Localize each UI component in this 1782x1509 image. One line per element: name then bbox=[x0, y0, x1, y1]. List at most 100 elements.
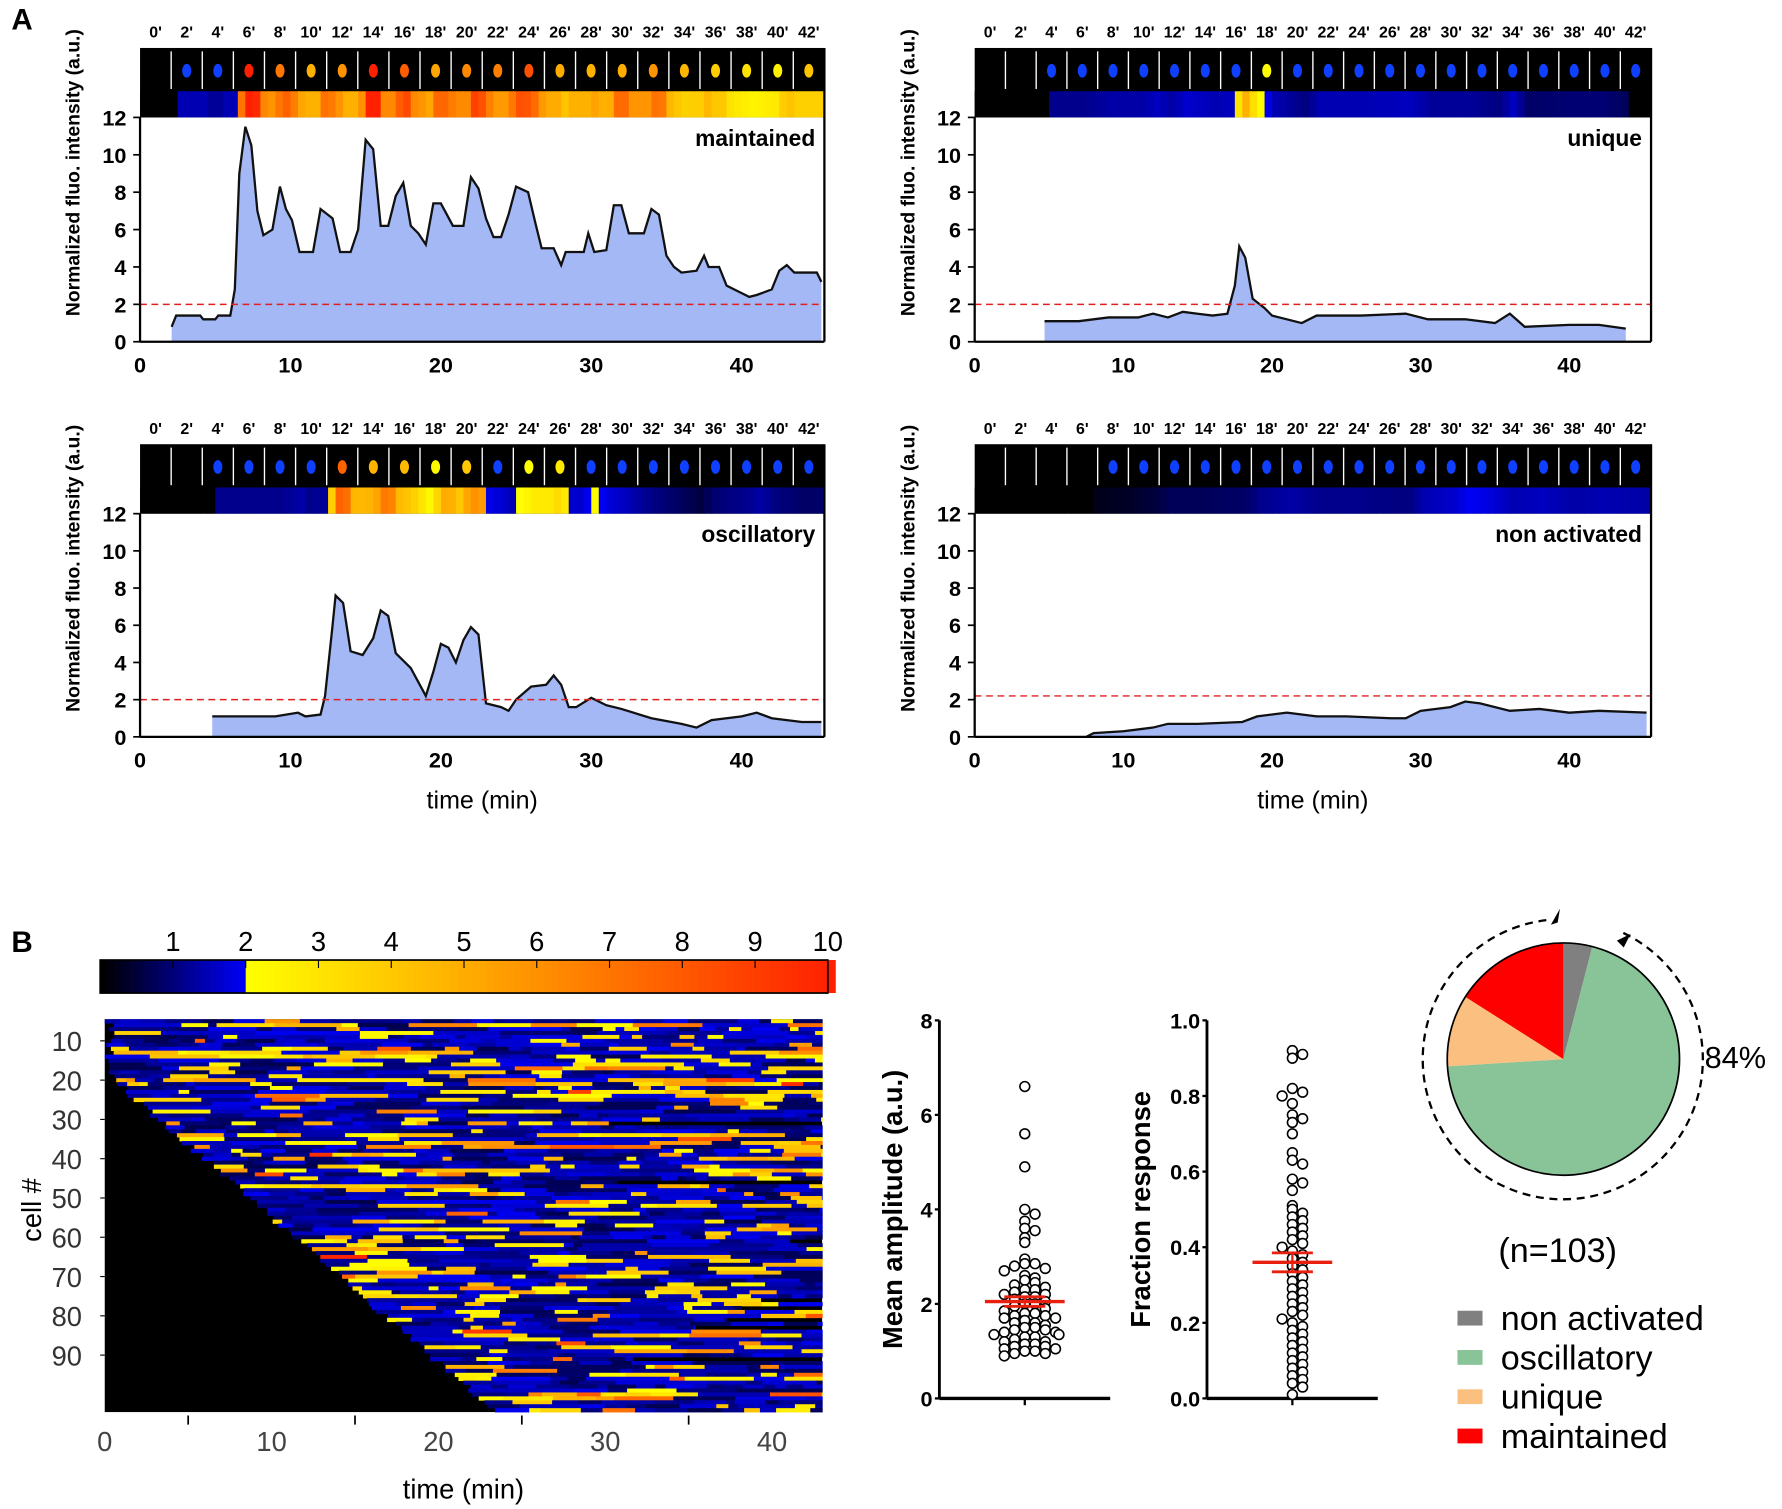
heatmap-cell bbox=[479, 1294, 520, 1299]
heatmap-cell bbox=[274, 1023, 343, 1028]
heatmap-cell bbox=[784, 1368, 823, 1374]
heatmap-cell bbox=[533, 1313, 594, 1319]
cell-image bbox=[306, 63, 316, 78]
intensity-bar-segment bbox=[598, 487, 607, 514]
frame-time-label: 38' bbox=[1563, 421, 1585, 438]
data-point bbox=[1296, 1177, 1309, 1189]
colorbar-segment bbox=[660, 960, 669, 994]
heatmap-cell bbox=[809, 1184, 823, 1189]
intensity-bar-segment bbox=[1442, 91, 1452, 118]
heatmap-cell bbox=[431, 1058, 458, 1063]
y-tick-label: 4 bbox=[949, 255, 961, 280]
heatmap-cell bbox=[500, 1223, 532, 1228]
cell-image bbox=[1385, 460, 1395, 474]
heatmap-cell bbox=[627, 1388, 678, 1393]
intensity-bar-segment bbox=[696, 91, 705, 118]
heatmap-cell bbox=[426, 1266, 447, 1271]
heatmap-cell bbox=[463, 1317, 475, 1323]
colorbar-segment bbox=[500, 960, 509, 994]
heatmap-cell bbox=[330, 1101, 355, 1107]
heatmap-cell bbox=[425, 1027, 459, 1032]
intensity-bar-segment bbox=[1123, 487, 1132, 514]
heatmap-cell bbox=[462, 1329, 513, 1334]
x-tick-label: 10 bbox=[278, 352, 302, 377]
heatmap-cell bbox=[504, 1364, 514, 1370]
heatmap-cell bbox=[470, 1058, 497, 1063]
colorbar-segment bbox=[805, 960, 814, 994]
heatmap-cell bbox=[563, 1156, 590, 1162]
heatmap-cell bbox=[530, 1223, 556, 1228]
heatmap-cell bbox=[555, 1207, 573, 1213]
heatmap-cell bbox=[407, 1258, 440, 1264]
heatmap-cell bbox=[288, 1129, 321, 1134]
colorbar-segment bbox=[151, 960, 160, 994]
data-point bbox=[1286, 1305, 1299, 1318]
heatmap-cell bbox=[333, 1070, 366, 1075]
heatmap-cell bbox=[806, 1034, 823, 1040]
heatmap-cell bbox=[639, 1313, 700, 1319]
heatmap-cell bbox=[678, 1372, 706, 1378]
heatmap-cell bbox=[279, 1113, 304, 1118]
colorbar-segment bbox=[143, 960, 152, 994]
data-point bbox=[1039, 1324, 1051, 1336]
heatmap-cell bbox=[616, 1239, 648, 1244]
heatmap-cell bbox=[767, 1156, 796, 1162]
heatmap-cell bbox=[367, 1247, 422, 1252]
heatmap-cell bbox=[520, 1251, 559, 1256]
colorbar-segment bbox=[536, 960, 545, 994]
heatmap-cell bbox=[670, 1101, 711, 1107]
heatmap-cell bbox=[348, 1086, 385, 1091]
heatmap-cell bbox=[755, 1211, 777, 1216]
heatmap-cell bbox=[694, 1400, 727, 1405]
heatmap-cell bbox=[792, 1345, 823, 1350]
heatmap-cell bbox=[444, 1046, 460, 1052]
heatmap-cell bbox=[802, 1168, 823, 1173]
heatmap-cell bbox=[549, 1325, 576, 1330]
heatmap-cell bbox=[715, 1129, 729, 1134]
heatmap-cell bbox=[607, 1309, 677, 1315]
y-tick-label: 12 bbox=[102, 105, 126, 130]
heatmap-cell bbox=[430, 1357, 462, 1362]
heatmap-cell bbox=[453, 1019, 472, 1024]
heatmap-cell bbox=[314, 1223, 330, 1228]
heatmap-cell bbox=[782, 1152, 822, 1158]
heatmap-cell bbox=[286, 1066, 302, 1071]
intensity-bar-segment bbox=[207, 487, 216, 514]
heatmap-cell bbox=[148, 1074, 171, 1079]
intensity-bar-segment bbox=[1011, 487, 1020, 514]
frame-time-label: 24' bbox=[1348, 25, 1370, 42]
heatmap-cell bbox=[428, 1286, 440, 1291]
intensity-bar-segment bbox=[576, 487, 585, 514]
heatmap-cell bbox=[740, 1141, 779, 1146]
data-point bbox=[1039, 1310, 1051, 1322]
heatmap-cell bbox=[361, 1078, 425, 1083]
frame-time-label: 0' bbox=[149, 25, 162, 42]
heatmap-cell bbox=[575, 1038, 606, 1044]
data-point bbox=[1039, 1262, 1051, 1275]
heatmap-cell bbox=[476, 1196, 496, 1201]
heatmap-cell bbox=[648, 1176, 662, 1181]
heatmap-cell bbox=[376, 1309, 444, 1315]
intensity-bar-segment bbox=[230, 487, 239, 514]
heatmap-cell bbox=[247, 1156, 274, 1162]
heatmap-cell bbox=[590, 1278, 613, 1283]
y-tick-label: 20 bbox=[52, 1065, 82, 1096]
heatmap-cell bbox=[625, 1392, 652, 1397]
heatmap-cell bbox=[144, 1062, 210, 1067]
intensity-bar-segment bbox=[1487, 487, 1496, 514]
data-point bbox=[1286, 1233, 1299, 1246]
data-point bbox=[1296, 1309, 1309, 1321]
heatmap-cell bbox=[755, 1215, 786, 1220]
x-tick-label: 10 bbox=[256, 1426, 286, 1457]
colorbar-segment bbox=[602, 960, 611, 994]
intensity-bar-segment bbox=[1063, 487, 1072, 514]
heatmap-cell bbox=[737, 1019, 760, 1024]
heatmap-cell bbox=[324, 1188, 338, 1193]
intensity-bar-segment bbox=[1420, 91, 1429, 118]
heatmap-cell bbox=[638, 1027, 657, 1032]
cell-image bbox=[1631, 460, 1641, 474]
heatmap-cell bbox=[139, 1019, 167, 1024]
heatmap-cell bbox=[412, 1317, 424, 1323]
heatmap-cell bbox=[785, 1215, 805, 1220]
